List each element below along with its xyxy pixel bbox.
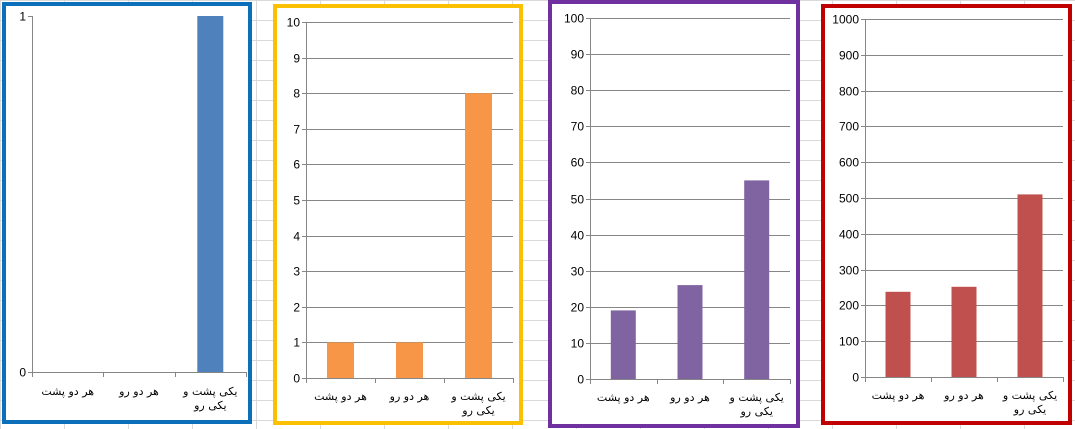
chart-panel-3: 0 10 20 30 40 50 60 70 80 90 100 هر دو پشت هر دو رو ی…: [548, 0, 800, 428]
x-tick-label: یکی پشت و یکی رو: [450, 390, 505, 417]
bar-chart-4: 0 100 200 300 400 500 600 700 800 900 1000 هر دو پش…: [832, 13, 1064, 416]
x-tick-label: هر دو رو: [389, 390, 430, 403]
y-tick-label: 600: [839, 156, 859, 170]
y-tick-label: 80: [571, 84, 585, 98]
x-tick-label: هر دو رو: [669, 391, 710, 404]
y-tick-label: 10: [571, 337, 585, 351]
y-tick-label: 10: [287, 16, 301, 30]
y-tick-label: 20: [571, 301, 585, 315]
x-tick-label: هر دو پشت: [597, 391, 650, 404]
y-tick-label: 1: [293, 336, 300, 350]
chart-panel-1: 0 1 هر دو پشت هر دو رو یکی پشت و یکی رو: [2, 2, 252, 424]
x-tick-label: هر دو پشت: [314, 390, 367, 403]
y-tick-label: 4: [293, 230, 300, 244]
y-tick-label: 60: [571, 156, 585, 170]
y-tick-label: 500: [839, 192, 859, 206]
bar: [1017, 194, 1043, 377]
y-tick-label: 9: [293, 52, 300, 66]
y-tick-label: 0: [293, 372, 300, 386]
bar: [396, 342, 423, 378]
x-tick-label: هر دو رو: [943, 389, 984, 402]
y-tick-label: 90: [571, 48, 585, 62]
bar: [885, 291, 911, 377]
bar: [951, 286, 977, 377]
y-tick-label: 400: [839, 228, 859, 242]
bar: [197, 16, 224, 372]
bar: [744, 180, 770, 379]
y-tick-label: 0: [852, 371, 859, 385]
bar: [677, 285, 703, 379]
y-tick-label: 1000: [832, 13, 859, 27]
x-tick-label: یکی پشت و یکی رو: [182, 385, 237, 412]
chart-panel-2: 0 1 2 3 4 5 6 7 8 9 10 هر دو پشت هر دو رو یکی پشت و یک…: [273, 4, 523, 425]
y-tick-label: 800: [839, 85, 859, 99]
x-tick-label: هر دو رو: [118, 385, 159, 398]
bar: [327, 342, 354, 378]
x-tick-label: هر دو پشت: [41, 385, 94, 398]
y-tick-label: 8: [293, 87, 300, 101]
chart-panel-4: 0 100 200 300 400 500 600 700 800 900 1000 هر دو پش…: [821, 4, 1072, 425]
y-tick-label: 70: [571, 120, 585, 134]
y-tick-label: 2: [293, 301, 300, 315]
bar-chart-1: 0 1 هر دو پشت هر دو رو یکی پشت و یکی رو: [19, 10, 247, 412]
y-tick-label: 0: [19, 366, 26, 380]
y-tick-label: 7: [293, 123, 300, 137]
y-tick-label: 200: [839, 299, 859, 313]
y-tick-label: 3: [293, 265, 300, 279]
bar-chart-2: 0 1 2 3 4 5 6 7 8 9 10 هر دو پشت هر دو رو یکی پشت و یک…: [287, 16, 514, 417]
y-tick-label: 700: [839, 120, 859, 134]
y-tick-label: 5: [293, 194, 300, 208]
y-tick-label: 6: [293, 158, 300, 172]
y-tick-label: 0: [577, 373, 584, 387]
y-tick-label: 900: [839, 49, 859, 63]
y-tick-label: 1: [19, 10, 26, 24]
y-tick-label: 100: [564, 12, 584, 26]
bar: [465, 93, 492, 378]
y-tick-label: 40: [571, 229, 585, 243]
bar-chart-3: 0 10 20 30 40 50 60 70 80 90 100 هر دو پشت هر دو رو ی…: [564, 12, 791, 418]
y-tick-label: 50: [571, 193, 585, 207]
y-tick-label: 300: [839, 264, 859, 278]
bar: [610, 310, 636, 379]
x-tick-label: یکی پشت و یکی رو: [1002, 389, 1057, 416]
x-tick-label: هر دو پشت: [872, 389, 925, 402]
y-tick-label: 30: [571, 265, 585, 279]
y-tick-label: 100: [839, 335, 859, 349]
x-tick-label: یکی پشت و یکی رو: [729, 391, 784, 418]
